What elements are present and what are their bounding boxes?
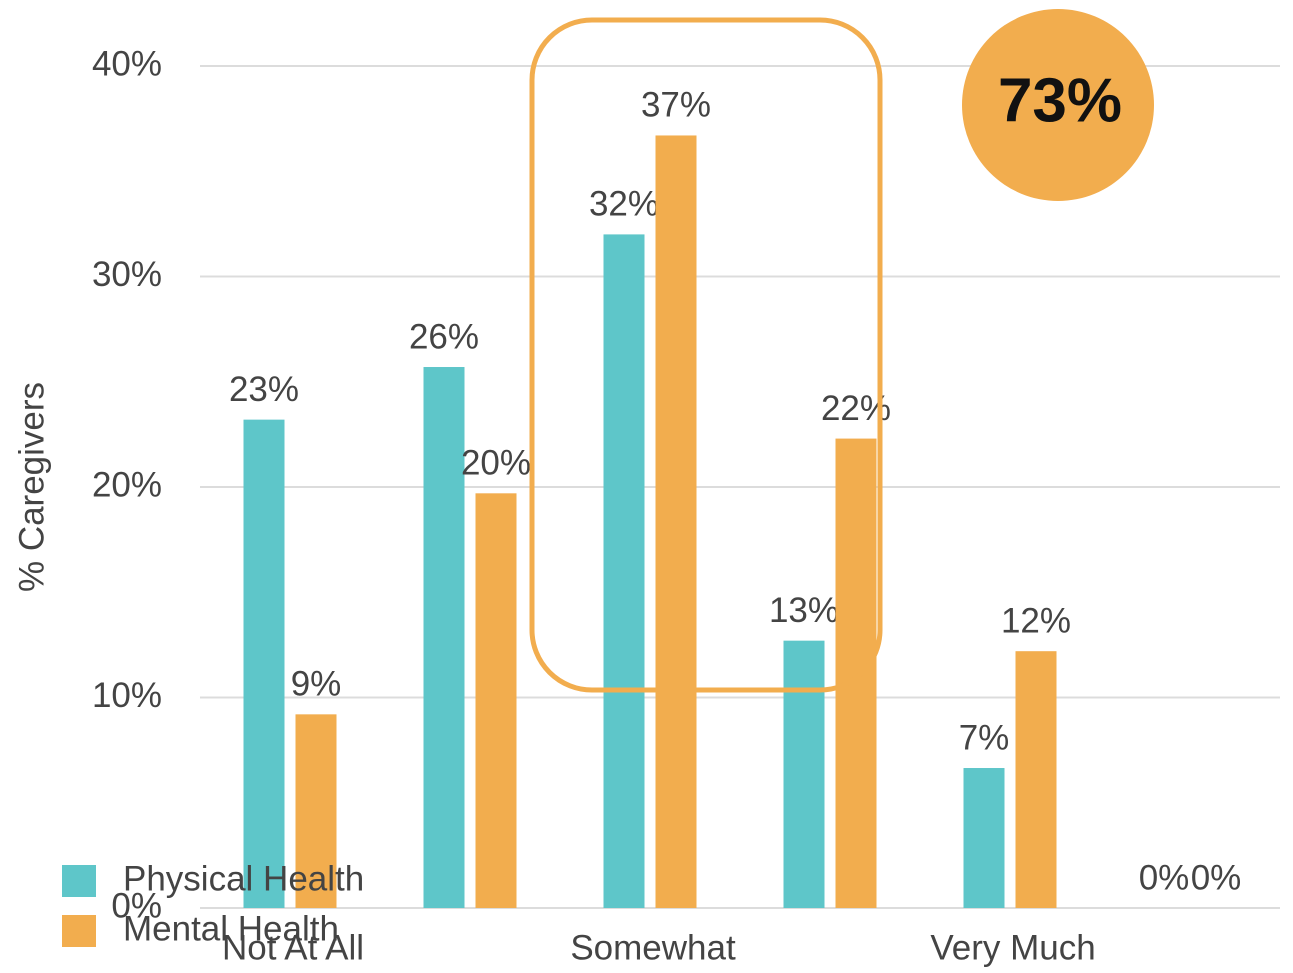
bar xyxy=(783,640,825,908)
data-label: 13% xyxy=(769,591,839,630)
x-tick-label: Somewhat xyxy=(570,928,736,967)
y-tick-label: 30% xyxy=(92,255,162,294)
annotation: 73% xyxy=(998,66,1122,135)
bar xyxy=(963,768,1005,908)
bar xyxy=(243,419,285,908)
bar xyxy=(475,493,517,908)
data-label: 23% xyxy=(229,370,299,409)
data-label: 37% xyxy=(641,86,711,125)
bar xyxy=(295,714,337,908)
data-label: 20% xyxy=(461,444,531,483)
data-label: 26% xyxy=(409,317,479,356)
data-label: 12% xyxy=(1001,601,1071,640)
data-label: 32% xyxy=(589,185,659,224)
x-tick-label: Not At All xyxy=(222,928,364,967)
bar xyxy=(1015,651,1057,908)
legend-label: Physical Health xyxy=(123,859,364,898)
bar xyxy=(835,438,877,908)
y-axis-label: % Caregivers xyxy=(12,382,51,592)
bar xyxy=(603,234,645,908)
y-tick-label: 40% xyxy=(92,44,162,83)
y-tick-label: 0% xyxy=(111,886,162,925)
bar xyxy=(423,367,465,908)
annotation-badge xyxy=(962,9,1154,201)
legend-label: Mental Health xyxy=(123,909,339,948)
y-tick-label: 20% xyxy=(92,465,162,504)
data-label: 0% xyxy=(1191,858,1242,897)
data-label: 0% xyxy=(1139,858,1190,897)
y-tick-label: 10% xyxy=(92,676,162,715)
legend-swatch xyxy=(62,865,96,897)
x-tick-label: Very Much xyxy=(930,928,1095,967)
bar xyxy=(655,135,697,909)
data-label: 9% xyxy=(291,665,342,704)
legend-swatch xyxy=(62,915,96,947)
data-label: 7% xyxy=(959,718,1010,757)
highlight-box xyxy=(529,17,883,693)
